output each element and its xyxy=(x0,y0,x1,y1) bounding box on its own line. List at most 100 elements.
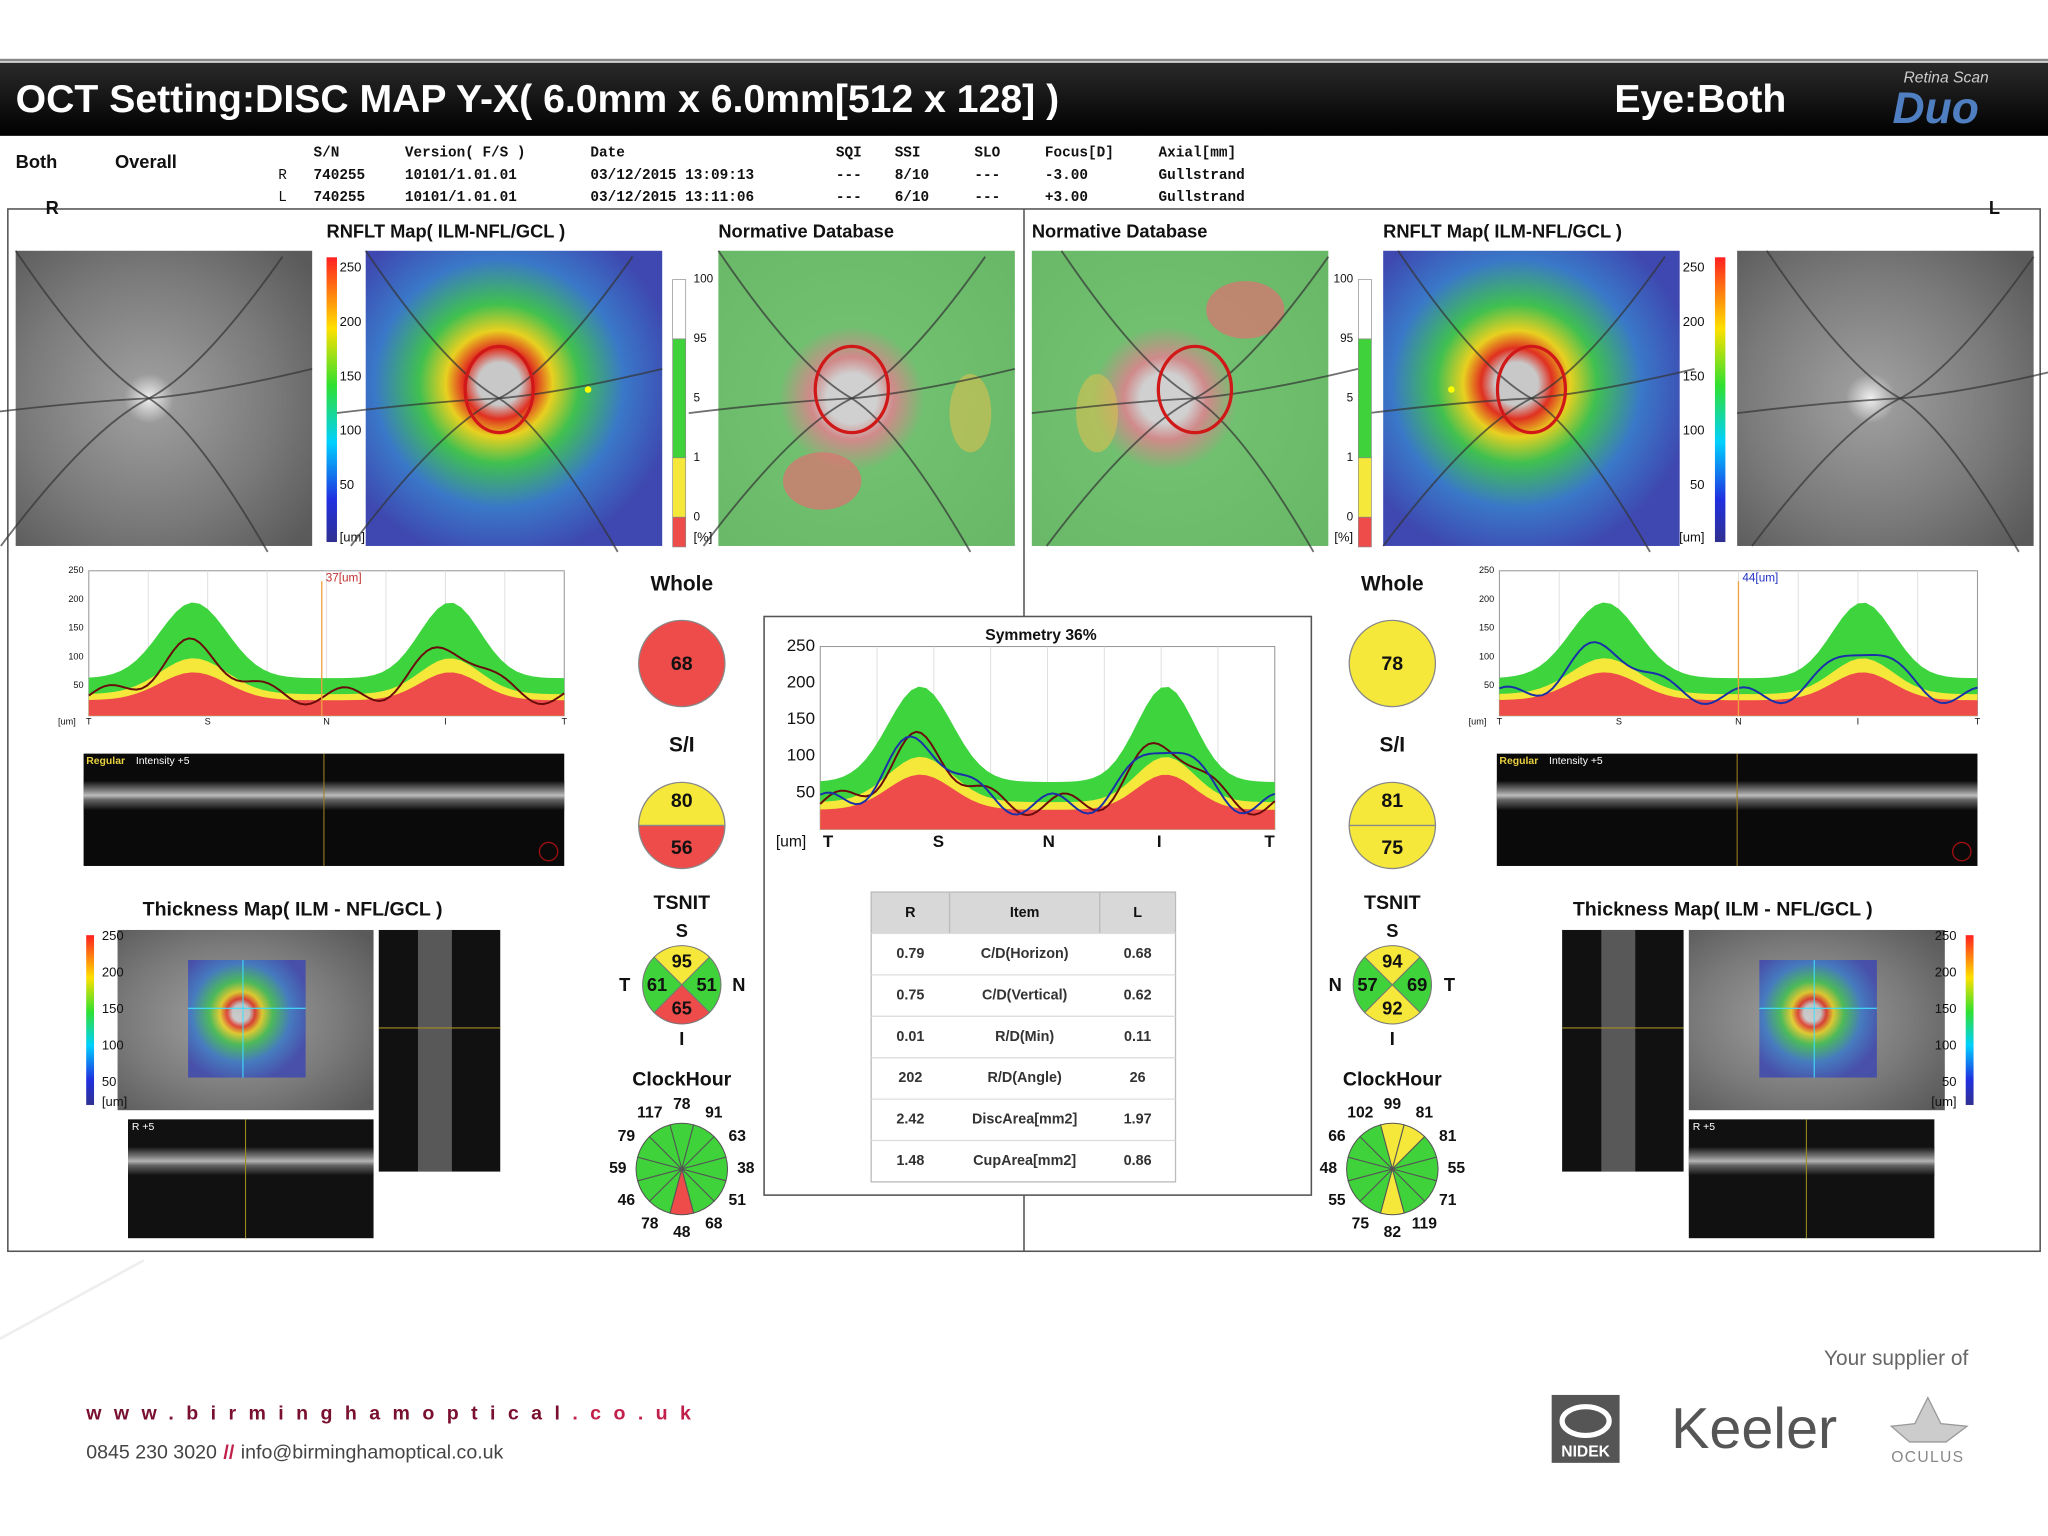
color-tick: 100 xyxy=(1683,423,1705,438)
clock-value: 48 xyxy=(1320,1160,1338,1177)
vessel xyxy=(1194,256,1330,400)
table-cell: 0.86 xyxy=(1124,1153,1152,1169)
vessel xyxy=(851,256,986,400)
norm-tick: 1 xyxy=(1347,451,1354,464)
clock-value: 75 xyxy=(1352,1216,1370,1233)
url: www.birminghamoptical.co.uk xyxy=(85,1403,703,1425)
vessel xyxy=(1899,256,2035,400)
clock-value: 68 xyxy=(705,1216,723,1233)
rnflt-map xyxy=(365,250,663,546)
clock-value: 71 xyxy=(1439,1192,1457,1209)
bscan-intensity: Intensity +5 xyxy=(136,756,190,767)
symmetry-unit: [um] xyxy=(776,834,806,851)
symmetry-tick: 100 xyxy=(787,746,815,765)
table-header: R xyxy=(905,905,916,921)
clock-value: 55 xyxy=(1448,1160,1466,1177)
si-label: S/I xyxy=(1380,733,1406,756)
info-cell: 6/10 xyxy=(895,190,929,206)
tsnit-value: 94 xyxy=(1382,950,1403,971)
thickness-tick: 50 xyxy=(102,1074,117,1089)
tsnit-value: 65 xyxy=(672,997,692,1018)
vessel xyxy=(350,397,500,547)
norm-bar xyxy=(672,279,687,340)
profile-tick: 150 xyxy=(68,623,83,633)
info-cell: --- xyxy=(836,168,862,184)
vessel xyxy=(1899,397,2020,553)
norm-unit: [%] xyxy=(694,530,713,545)
clock-value: 82 xyxy=(1384,1224,1402,1241)
profile-tick: 200 xyxy=(68,594,83,604)
vessel xyxy=(1060,250,1196,400)
vessel xyxy=(1397,250,1532,400)
profile-tick: 50 xyxy=(1484,680,1494,690)
info-header: Focus[D] xyxy=(1045,146,1114,162)
table-cell: 26 xyxy=(1130,1070,1146,1086)
eye-label: Eye:Both xyxy=(1614,78,1786,121)
profile-x: N xyxy=(1735,717,1742,727)
clock-value: 81 xyxy=(1439,1128,1457,1145)
table-cell: R/D(Min) xyxy=(995,1029,1054,1045)
table-cell: 0.79 xyxy=(896,946,924,962)
tsnit-sector xyxy=(681,956,722,1014)
profile-unit: [um] xyxy=(1469,717,1487,727)
clock-value: 46 xyxy=(618,1192,636,1209)
clock-value: 78 xyxy=(641,1216,659,1233)
vessel xyxy=(1737,397,1901,415)
thickness-title: Thickness Map( ILM - NFL/GCL ) xyxy=(1573,899,1873,921)
clock-value: 59 xyxy=(609,1160,627,1177)
norm-bar xyxy=(672,516,687,548)
info-cell: Gullstrand xyxy=(1159,168,1245,184)
profile-tick: 100 xyxy=(68,651,83,661)
disc-outline xyxy=(1156,344,1234,435)
thickness-tick: 250 xyxy=(1935,928,1957,943)
vessel xyxy=(1194,367,1359,400)
table-cell: R/D(Angle) xyxy=(988,1070,1062,1086)
norm-tick: 95 xyxy=(1340,332,1354,345)
oculus-logo xyxy=(1889,1396,1969,1443)
clock-value: 117 xyxy=(637,1105,663,1122)
si-superior: 80 xyxy=(671,790,693,812)
side-scan-layer xyxy=(1601,929,1636,1172)
tsnit-letter: I xyxy=(1390,1028,1395,1049)
outside-band xyxy=(1499,672,1978,716)
norm-tick: 95 xyxy=(694,332,708,345)
si-inferior: 75 xyxy=(1381,837,1403,859)
clock-label: ClockHour xyxy=(1343,1068,1442,1090)
info-cell: 03/12/2015 13:09:13 xyxy=(590,168,754,184)
tsnit-letter: T xyxy=(619,974,630,995)
color-bar xyxy=(1714,257,1726,543)
table-cell: C/D(Vertical) xyxy=(982,987,1068,1003)
vessel xyxy=(148,256,284,400)
bscan-mode: Regular xyxy=(1499,756,1538,767)
thickness-overlay xyxy=(188,960,306,1078)
clock-value: 48 xyxy=(673,1224,691,1241)
clock-value: 119 xyxy=(1412,1216,1438,1233)
info-cell: 10101/1.01.01 xyxy=(405,168,517,184)
table-cell: 0.62 xyxy=(1124,987,1152,1003)
side-label: L xyxy=(1989,197,2000,218)
si-top xyxy=(638,781,726,827)
profile-tick: 200 xyxy=(1479,594,1494,604)
si-bottom xyxy=(1348,824,1437,870)
whole-circle xyxy=(1348,619,1437,708)
brand-oculus: OCULUS xyxy=(1891,1449,1964,1466)
bscan-mode: Regular xyxy=(86,756,125,767)
info-cell: 740255 xyxy=(313,168,365,184)
vessel xyxy=(688,397,852,415)
thickness-bar xyxy=(1965,935,1974,1105)
info-eye: L xyxy=(278,190,287,206)
header-bar xyxy=(0,62,2048,136)
info-cell: 10101/1.01.01 xyxy=(405,190,517,206)
vessel xyxy=(1766,250,1901,400)
info-header: SQI xyxy=(836,146,862,162)
tsnit-value: 61 xyxy=(647,974,667,995)
fovea-dot xyxy=(584,386,592,393)
brand-nidek: NIDEK xyxy=(1561,1444,1610,1461)
map-title: Normative Database xyxy=(718,220,894,241)
bscan-intensity: Intensity +5 xyxy=(1549,756,1603,767)
phone: 0845 230 3020 xyxy=(86,1442,217,1464)
fundus-image xyxy=(15,250,313,546)
view: Overall xyxy=(115,151,177,172)
vessel xyxy=(702,397,853,547)
